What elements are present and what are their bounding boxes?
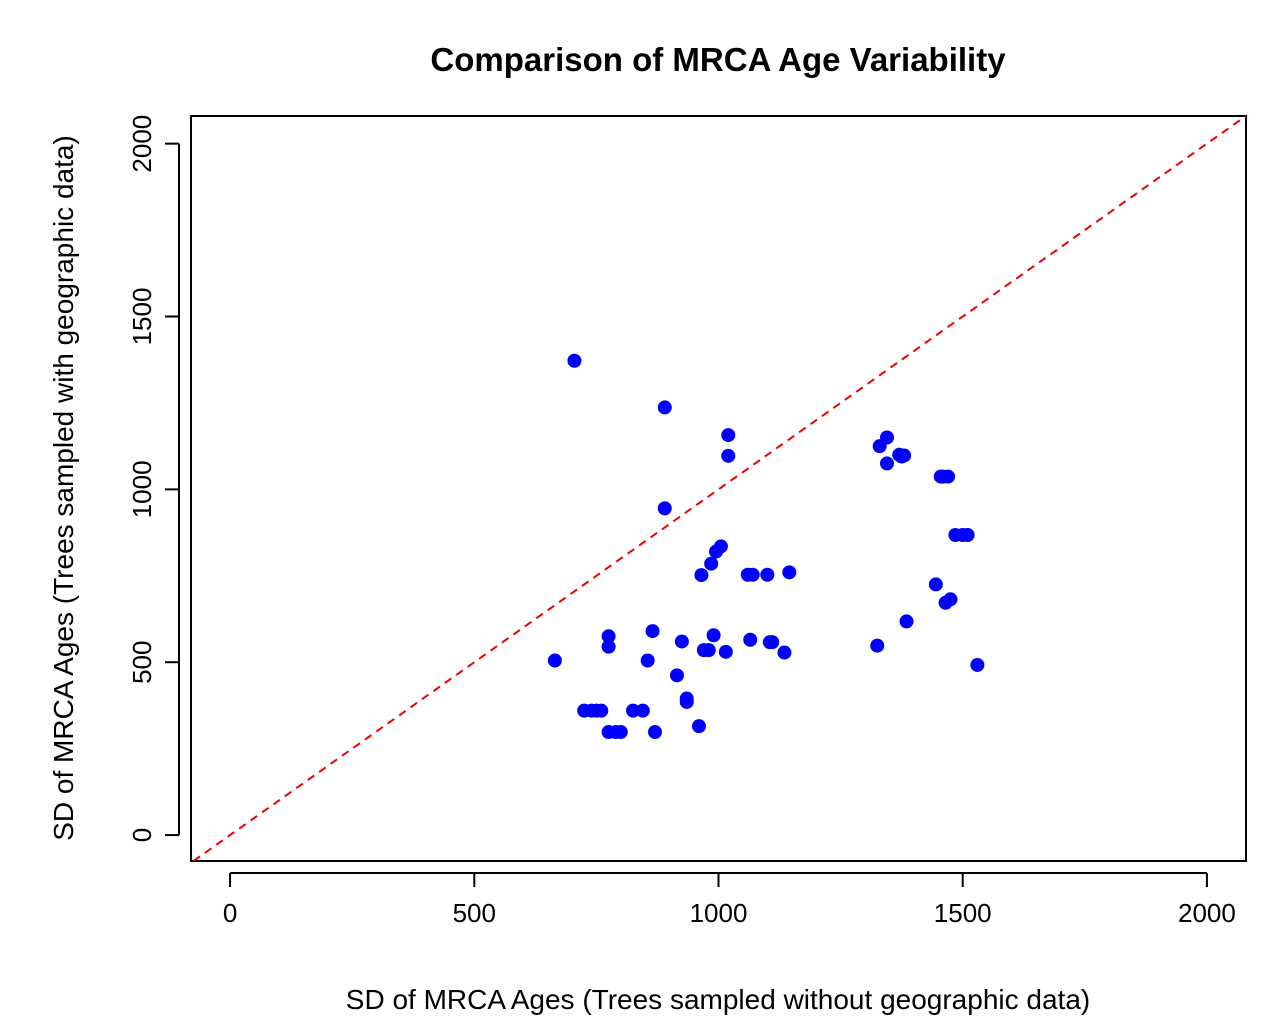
data-point	[745, 567, 760, 582]
reference-line	[192, 115, 1247, 862]
data-point	[694, 568, 709, 583]
y-axis-title: SD of MRCA Ages (Trees sampled with geog…	[48, 135, 79, 841]
data-point	[782, 565, 797, 580]
data-point	[760, 567, 775, 582]
y-tick-label: 1500	[127, 288, 157, 346]
data-point	[870, 638, 885, 653]
data-point	[601, 639, 616, 654]
x-tick-label: 2000	[1178, 898, 1236, 928]
y-tick-label: 2000	[127, 115, 157, 173]
data-point	[897, 448, 912, 463]
data-point	[648, 725, 663, 740]
y-tick-label: 500	[127, 641, 157, 684]
data-point	[941, 469, 956, 484]
data-point	[706, 628, 721, 643]
data-point	[960, 527, 975, 542]
data-point	[765, 635, 780, 650]
data-point	[721, 448, 736, 463]
data-point	[928, 577, 943, 592]
data-point	[718, 644, 733, 659]
y-tick-label: 1000	[127, 460, 157, 518]
x-tick-label: 500	[453, 898, 496, 928]
data-point	[943, 592, 958, 607]
data-point	[601, 629, 616, 644]
data-point	[640, 653, 655, 668]
data-point	[970, 657, 985, 672]
data-point	[880, 430, 895, 445]
data-point	[657, 400, 672, 415]
y-axis: 0 500 1000 1500 2000	[127, 115, 180, 842]
data-point	[669, 668, 684, 683]
data-point	[594, 703, 609, 718]
chart-title: Comparison of MRCA Age Variability	[430, 41, 1006, 78]
reference-line-group	[192, 115, 1247, 862]
data-point	[880, 456, 895, 471]
data-point	[567, 353, 582, 368]
x-tick-label: 1000	[690, 898, 748, 928]
plot-frame	[190, 115, 1247, 862]
data-point	[713, 539, 728, 554]
x-axis: 0 500 1000 1500 2000	[223, 872, 1236, 928]
data-point	[547, 653, 562, 668]
data-point	[635, 703, 650, 718]
data-point	[701, 643, 716, 658]
data-point	[704, 556, 719, 571]
data-point	[626, 703, 641, 718]
data-point	[645, 624, 660, 639]
data-point	[899, 614, 914, 629]
data-point	[613, 725, 628, 740]
data-point	[674, 634, 689, 649]
data-point	[657, 501, 672, 516]
data-point	[777, 645, 792, 660]
data-point	[721, 428, 736, 443]
y-tick-label: 0	[127, 828, 157, 842]
data-points	[547, 353, 985, 740]
x-tick-label: 0	[223, 898, 237, 928]
data-point	[743, 632, 758, 647]
data-point	[691, 719, 706, 734]
x-axis-title: SD of MRCA Ages (Trees sampled without g…	[346, 984, 1090, 1015]
x-tick-label: 1500	[934, 898, 992, 928]
data-point	[679, 694, 694, 709]
